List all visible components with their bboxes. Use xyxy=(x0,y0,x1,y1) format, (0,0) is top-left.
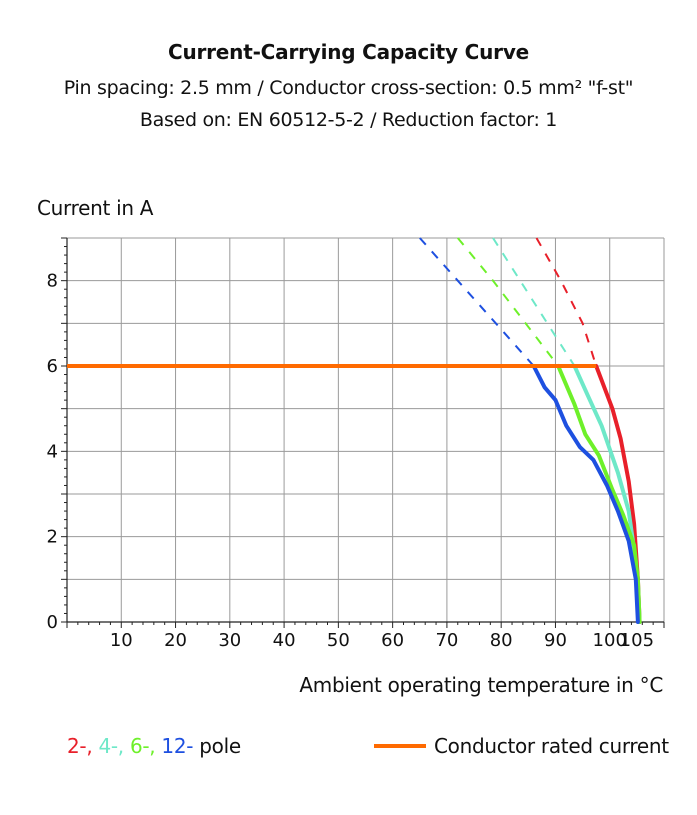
legend-entry-6-pole: 6-, xyxy=(129,734,156,758)
chart-subtitle-line2: Based on: EN 60512-5-2 / Reduction facto… xyxy=(139,109,558,131)
legend-rated-current-label: Conductor rated current xyxy=(434,734,669,758)
legend-rated-current-swatch xyxy=(374,744,426,748)
x-tick-label-30: 30 xyxy=(218,630,241,651)
legend-pole-suffix: pole xyxy=(199,734,241,758)
x-tick-label-105: 105 xyxy=(620,630,654,651)
x-tick-label-20: 20 xyxy=(164,630,187,651)
x-tick-label-90: 90 xyxy=(544,630,567,651)
x-tick-label-50: 50 xyxy=(327,630,350,651)
y-tick-label-0: 0 xyxy=(47,612,58,633)
legend-rated-current: Conductor rated current xyxy=(374,734,669,758)
series-3-solid-line xyxy=(531,364,640,624)
y-tick-label-6: 6 xyxy=(47,356,58,377)
x-tick-label-80: 80 xyxy=(490,630,513,651)
series-2-dashed-line xyxy=(457,237,559,367)
x-tick-label-100: 100 xyxy=(593,630,627,651)
y-tick-label-4: 4 xyxy=(47,441,58,462)
chart-title: Current-Carrying Capacity Curve xyxy=(167,40,530,64)
y-tick-label-8: 8 xyxy=(47,271,58,292)
x-tick-label-10: 10 xyxy=(110,630,133,651)
x-tick-label-70: 70 xyxy=(435,630,458,651)
x-tick-label-60: 60 xyxy=(381,630,404,651)
legend-entry-2-pole: 2-, xyxy=(67,734,93,758)
y-axis-label: Current in A xyxy=(37,196,154,220)
series-1-dashed-line xyxy=(492,237,576,367)
x-tick-label-40: 40 xyxy=(273,630,296,651)
series-0-dashed-line xyxy=(535,237,598,367)
series-2-solid-line xyxy=(556,364,642,624)
chart-subtitle-line1: Pin spacing: 2.5 mm / Conductor cross-se… xyxy=(63,77,634,99)
series-3-dashed-line xyxy=(419,237,535,367)
legend-pole-series: 2-, 4-, 6-, 12- pole xyxy=(67,734,241,758)
legend-entry-4-pole: 4-, xyxy=(98,734,124,758)
y-tick-label-2: 2 xyxy=(47,527,58,548)
legend-entry-12-pole: 12- xyxy=(161,734,194,758)
x-axis-label: Ambient operating temperature in °C xyxy=(299,673,663,697)
